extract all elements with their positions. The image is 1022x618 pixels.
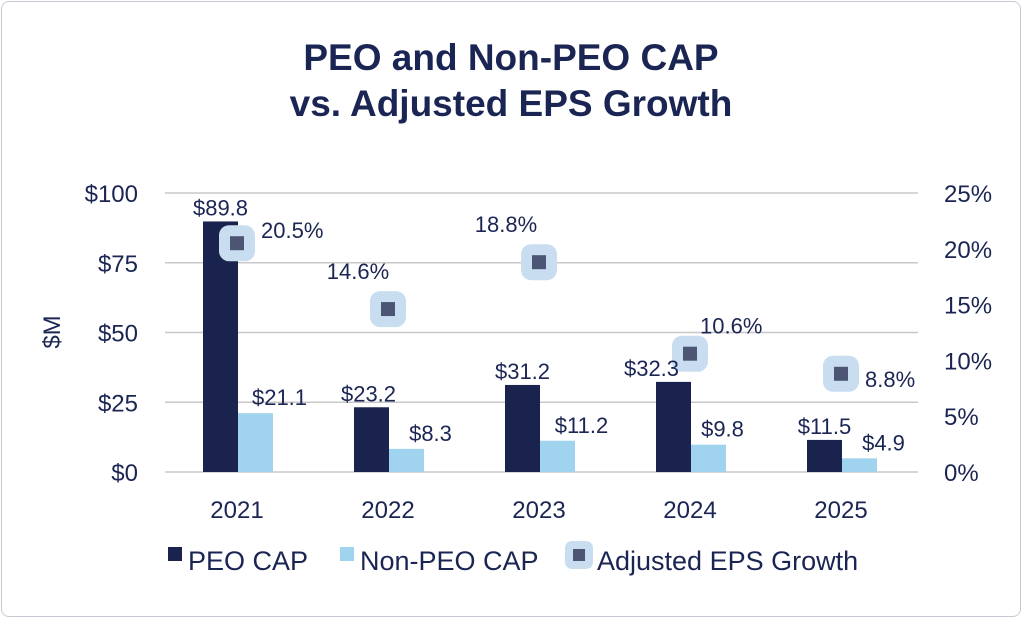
peo-cap-label: $32.3 bbox=[624, 356, 679, 381]
x-tick-label: 2021 bbox=[210, 497, 263, 524]
peo-cap-label: $11.5 bbox=[798, 414, 851, 439]
y-tick-label: $25 bbox=[98, 390, 138, 417]
eps-marker bbox=[834, 366, 848, 381]
legend-label-eps-growth: Adjusted EPS Growth bbox=[597, 546, 858, 576]
legend-label-peo-cap: PEO CAP bbox=[188, 546, 308, 576]
legend-swatch-non-peo-cap bbox=[340, 547, 354, 561]
peo-cap-bar bbox=[807, 439, 842, 472]
non-peo-cap-label: $8.3 bbox=[409, 421, 452, 446]
y2-tick-label: 5% bbox=[944, 404, 979, 431]
data-labels: $89.8 $21.1 20.5% $23.2 $8.3 14.6% $31.2 $11.2 1… bbox=[193, 195, 915, 455]
legend-label-non-peo-cap: Non-PEO CAP bbox=[360, 546, 539, 576]
chart-title-line-2: vs. Adjusted EPS Growth bbox=[289, 83, 733, 124]
peo-cap-bar bbox=[505, 384, 540, 472]
eps-marker bbox=[381, 302, 395, 317]
y2-tick-label: 0% bbox=[944, 460, 979, 487]
non-peo-cap-bar bbox=[842, 458, 877, 472]
non-peo-cap-label: $4.9 bbox=[862, 430, 905, 455]
y-tick-label: $75 bbox=[98, 251, 138, 278]
y-tick-label: $0 bbox=[111, 460, 138, 487]
y-tick-label: $100 bbox=[85, 181, 138, 208]
x-tick-label: 2024 bbox=[663, 497, 716, 524]
peo-cap-bar bbox=[656, 381, 691, 472]
y2-tick-label: 25% bbox=[944, 181, 992, 208]
x-tick-label: 2022 bbox=[361, 497, 414, 524]
eps-growth-label: 8.8% bbox=[865, 367, 915, 392]
eps-marker bbox=[230, 236, 244, 251]
eps-growth-label: 20.5% bbox=[261, 218, 323, 243]
x-tick-label: 2023 bbox=[512, 497, 565, 524]
chart-title-line-1: PEO and Non-PEO CAP bbox=[303, 37, 719, 78]
non-peo-cap-label: $21.1 bbox=[252, 385, 307, 410]
axes: $M $0 $25 $50 $75 $100 0% 5% 10% 15% 20% 25% 2021 20… bbox=[39, 181, 992, 524]
peo-cap-label: $89.8 bbox=[193, 195, 248, 220]
y2-tick-label: 10% bbox=[944, 348, 992, 375]
peo-cap-label: $23.2 bbox=[341, 381, 396, 406]
eps-growth-label: 14.6% bbox=[327, 259, 389, 284]
legend-swatch-peo-cap bbox=[168, 547, 182, 561]
x-tick-label: 2025 bbox=[814, 497, 867, 524]
peo-cap-label: $31.2 bbox=[495, 359, 550, 384]
non-peo-cap-bar bbox=[540, 440, 575, 472]
peo-cap-bar bbox=[354, 407, 389, 472]
eps-marker bbox=[683, 346, 697, 361]
y-axis-title: $M bbox=[39, 315, 66, 348]
eps-growth-label: 18.8% bbox=[475, 212, 537, 237]
peo-cap-bar bbox=[203, 221, 238, 472]
non-peo-cap-bar bbox=[238, 413, 273, 472]
non-peo-cap-bar bbox=[691, 444, 726, 472]
non-peo-cap-label: $9.8 bbox=[701, 417, 744, 442]
non-peo-cap-bar bbox=[389, 448, 424, 472]
y-tick-label: $50 bbox=[98, 321, 138, 348]
y2-tick-label: 15% bbox=[944, 293, 992, 320]
eps-growth-label: 10.6% bbox=[700, 314, 762, 339]
legend-swatch-eps bbox=[573, 549, 585, 561]
eps-marker bbox=[532, 255, 546, 270]
non-peo-cap-label: $11.2 bbox=[555, 413, 608, 438]
eps-markers bbox=[219, 225, 859, 392]
legend: PEO CAP Non-PEO CAP Adjusted EPS Growth bbox=[168, 541, 858, 576]
y2-tick-label: 20% bbox=[944, 237, 992, 264]
bars bbox=[203, 221, 877, 472]
